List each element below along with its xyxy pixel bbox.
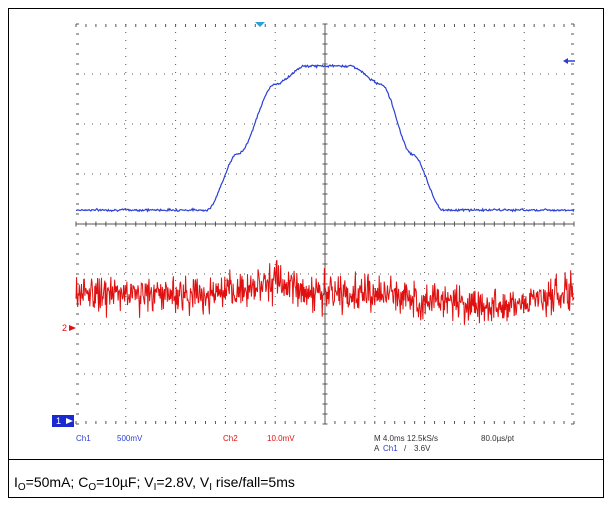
trigger-level-marker (563, 58, 575, 64)
figure-caption: IO=50mA; CO=10µF; VI=2.8V, VI rise/fall=… (14, 474, 295, 493)
caption-vi2-label: V (199, 474, 210, 490)
ch2-ground-marker: 2 (62, 323, 76, 333)
ch2-name: Ch2 (223, 434, 238, 443)
ch1-trace (75, 63, 575, 213)
caption-vi-label: V (144, 474, 154, 490)
caption-vi-sub: I (153, 482, 157, 493)
caption-io-sub: O (17, 482, 26, 493)
figure-frame (8, 8, 604, 498)
caption-io-value: =50mA; (25, 474, 79, 490)
caption-vi-value: =2.8V, (156, 474, 200, 490)
ch2-marker-label: 2 (62, 323, 67, 333)
trigger-position-marker (255, 22, 265, 27)
trigger-level: 3.6V (414, 444, 431, 453)
trigger-prefix: A (374, 444, 380, 453)
caption-co-value: =10µF; (96, 474, 145, 490)
timebase-readout: M 4.0ms 12.5kS/s (374, 434, 438, 443)
trigger-source: Ch1 (383, 444, 398, 453)
caption-io-label: I (14, 474, 18, 490)
ch1-ground-marker: 1 (52, 415, 74, 427)
caption-vi2-value: rise/fall=5ms (212, 474, 295, 490)
sample-interval-readout: 80.0µs/pt (481, 434, 515, 443)
ch2-trace (75, 259, 575, 326)
caption-co-sub: O (88, 482, 97, 493)
ch1-name: Ch1 (76, 434, 91, 443)
ch1-marker-label: 1 (56, 416, 61, 426)
graticule (75, 23, 575, 425)
caption-co-label: C (78, 474, 89, 490)
caption-divider (8, 459, 604, 460)
trigger-slope: / (404, 444, 407, 453)
caption-vi2-sub: I (209, 482, 212, 493)
ch1-scale: 500mV (117, 434, 143, 443)
oscilloscope-display: 2 1 Ch1 500mV Ch2 10.0mV M 4.0ms 12.5kS/… (52, 22, 575, 453)
ch2-scale: 10.0mV (267, 434, 295, 443)
